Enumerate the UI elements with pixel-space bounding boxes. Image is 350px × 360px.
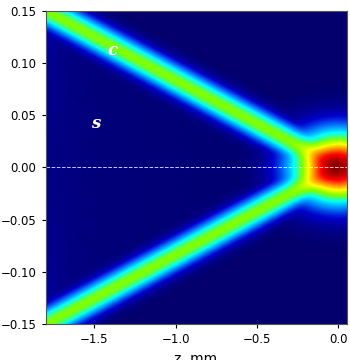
Text: s: s bbox=[91, 115, 100, 132]
Text: c: c bbox=[107, 42, 118, 59]
X-axis label: z, mm: z, mm bbox=[174, 352, 218, 360]
